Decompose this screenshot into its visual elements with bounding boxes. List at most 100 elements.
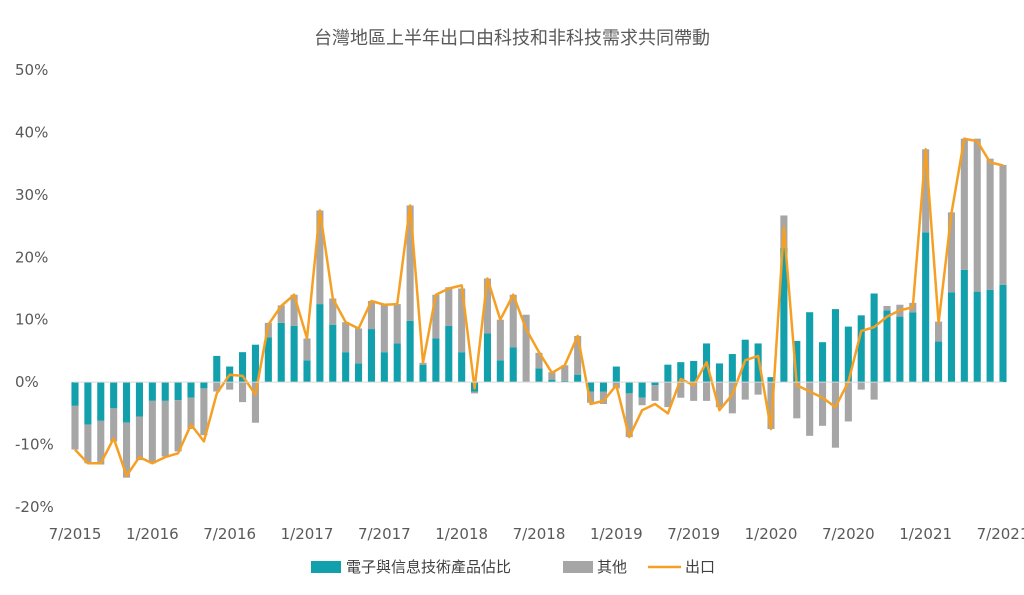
bar-other <box>806 382 814 436</box>
y-tick-label: -20% <box>15 498 54 516</box>
bar-electronics <box>329 324 337 383</box>
bar-electronics <box>870 293 878 383</box>
bar-electronics <box>728 354 736 383</box>
bar-other <box>406 205 414 321</box>
bar-electronics <box>458 352 466 383</box>
bar-electronics <box>97 382 105 421</box>
bar-electronics <box>625 382 633 394</box>
bar-other <box>999 164 1007 285</box>
x-tick-label: 7/2019 <box>667 525 720 543</box>
y-tick-label: 50% <box>15 61 48 79</box>
bar-electronics <box>84 382 92 425</box>
x-tick-label: 7/2021 <box>977 525 1024 543</box>
bar-other <box>574 335 582 375</box>
bar-other <box>819 382 827 426</box>
bar-electronics <box>380 352 388 383</box>
bar-electronics <box>135 382 143 417</box>
bar-other <box>870 382 878 400</box>
bar-electronics <box>561 380 569 383</box>
x-tick-label: 1/2021 <box>899 525 952 543</box>
bar-other <box>960 138 968 270</box>
bar-other <box>754 382 762 395</box>
y-tick-label: 10% <box>15 311 48 329</box>
bar-other <box>857 382 865 390</box>
bar-electronics <box>574 374 582 383</box>
bar-other <box>561 365 569 381</box>
bar-electronics <box>406 320 414 383</box>
bar-other <box>625 393 633 438</box>
bar-electronics <box>935 341 943 383</box>
y-tick-label: -10% <box>15 436 54 454</box>
x-tick-label: 7/2020 <box>822 525 875 543</box>
bar-other <box>677 382 685 398</box>
bar-electronics <box>148 382 156 401</box>
bar-electronics <box>690 360 698 383</box>
bar-other <box>496 319 504 361</box>
bar-electronics <box>277 322 285 383</box>
bar-other <box>187 397 195 429</box>
bar-other <box>174 400 182 452</box>
bar-other <box>599 391 607 404</box>
bar-electronics <box>909 312 917 383</box>
bar-other <box>973 138 981 292</box>
bar-other <box>509 294 517 348</box>
bar-other <box>741 382 749 400</box>
bar-electronics <box>355 363 363 383</box>
axis-layer: -20% -10% 0% 10% 20% 30% 40% 50% 7/2015 1/2016 7/2… <box>15 61 1024 543</box>
bar-electronics <box>303 360 311 383</box>
bar-electronics <box>342 352 350 383</box>
bar-other <box>393 304 401 344</box>
x-tick-label: 7/2018 <box>513 525 566 543</box>
bar-electronics <box>715 363 723 383</box>
bar-other <box>522 314 530 383</box>
bar-electronics <box>110 382 118 409</box>
bar-other <box>664 382 672 408</box>
bar-electronics <box>922 232 930 383</box>
bar-other <box>200 388 208 436</box>
x-tick-label: 7/2015 <box>49 525 102 543</box>
bar-electronics <box>780 247 788 383</box>
y-tick-label: 0% <box>15 373 39 391</box>
bar-other <box>535 352 543 369</box>
bar-other <box>342 322 350 353</box>
x-tick-label: 7/2016 <box>203 525 256 543</box>
bar-other <box>303 338 311 361</box>
bar-other <box>148 400 156 464</box>
bar-other <box>97 420 105 465</box>
bar-other <box>110 408 118 442</box>
legend-label-export: 出口 <box>685 558 715 576</box>
y-tick-label: 30% <box>15 186 48 204</box>
bar-electronics <box>896 316 904 383</box>
bar-electronics <box>419 364 427 383</box>
legend-label-other: 其他 <box>597 558 627 576</box>
bar-electronics <box>947 292 955 383</box>
bar-other <box>651 385 659 401</box>
bar-other <box>715 382 723 408</box>
bar-other <box>239 382 247 403</box>
bar-electronics <box>174 382 182 401</box>
bar-electronics <box>831 309 839 383</box>
bar-other <box>883 305 891 311</box>
bar-electronics <box>71 382 79 406</box>
bar-other <box>161 400 169 457</box>
y-tick-label: 20% <box>15 248 48 266</box>
bar-other <box>251 382 259 423</box>
bar-electronics <box>251 344 259 383</box>
bar-electronics <box>393 343 401 383</box>
bar-electronics <box>999 284 1007 383</box>
bar-other <box>380 304 388 353</box>
bar-other <box>432 294 440 339</box>
bar-other <box>986 158 994 290</box>
bar-other <box>277 305 285 323</box>
bar-electronics <box>535 368 543 383</box>
bar-other <box>329 298 337 325</box>
bar-electronics <box>432 338 440 383</box>
bars-layer <box>71 138 1007 478</box>
bar-electronics <box>161 382 169 401</box>
x-tick-label: 1/2017 <box>281 525 334 543</box>
bar-electronics <box>548 379 556 383</box>
bar-electronics <box>290 325 298 383</box>
bar-other <box>290 294 298 326</box>
bar-other <box>471 391 479 394</box>
